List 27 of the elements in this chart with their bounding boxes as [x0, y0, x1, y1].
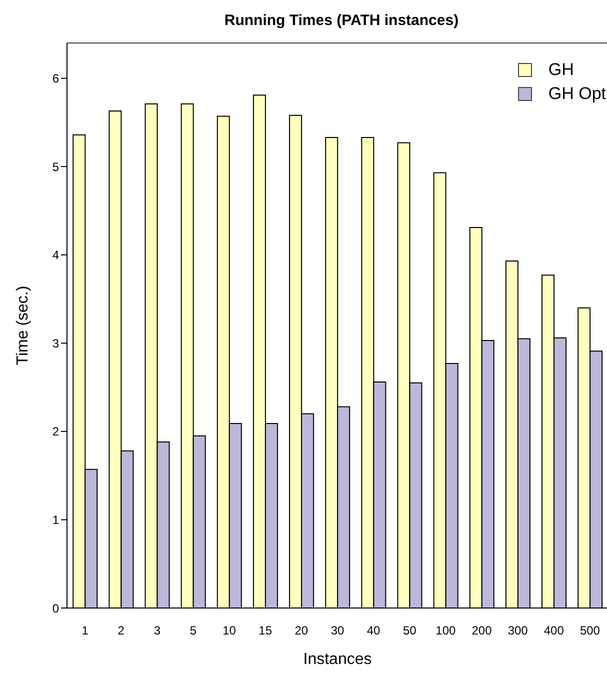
x-tick-label: 40 — [366, 624, 381, 638]
y-axis-title: Time (sec.) — [14, 286, 32, 366]
x-tick-label: 30 — [330, 624, 344, 638]
x-tick-label: 5 — [190, 624, 197, 638]
x-tick-label: 20 — [294, 624, 308, 638]
legend-label: GH Opt — [548, 83, 606, 105]
x-axis-title: Instances — [303, 651, 372, 668]
x-tick-label: 200 — [472, 624, 492, 638]
x-tick-label: 50 — [402, 624, 417, 638]
x-tick-label: 1 — [82, 624, 89, 638]
x-tick-label: 100 — [436, 624, 456, 638]
legend-label: GH — [548, 59, 574, 81]
y-tick-label: 6 — [52, 72, 60, 86]
x-tick-label: 15 — [258, 624, 272, 638]
x-tick-label: 300 — [508, 624, 528, 638]
x-tick-label: 500 — [580, 624, 600, 638]
y-tick-label: 5 — [52, 160, 60, 174]
x-tick-label: 10 — [222, 624, 236, 638]
y-tick-label: 0 — [52, 601, 60, 616]
x-tick-label: 3 — [154, 624, 161, 638]
chart-title: Running Times (PATH instances) — [223, 12, 460, 29]
x-tick-label: 400 — [544, 624, 564, 638]
y-tick-label: 2 — [52, 424, 60, 439]
y-tick-label: 3 — [52, 336, 60, 350]
y-tick-label: 1 — [52, 512, 60, 527]
x-tick-label: 2 — [118, 624, 125, 638]
y-tick-label: 4 — [52, 248, 60, 262]
